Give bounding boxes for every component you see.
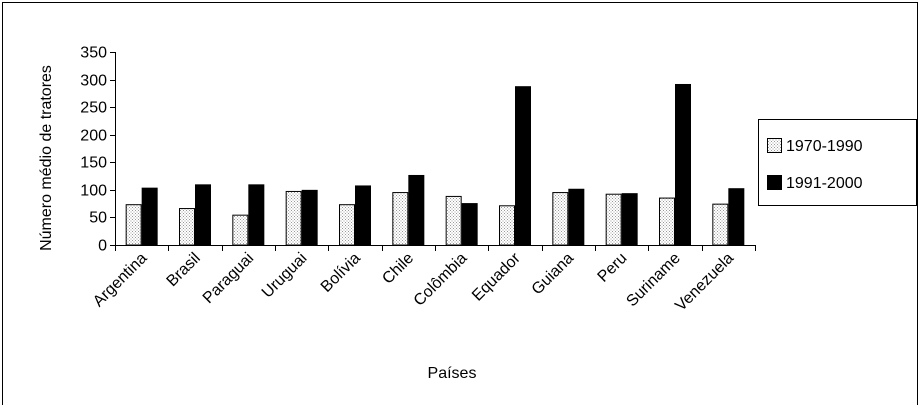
- bar-chile-1970-1990: [392, 192, 409, 246]
- y-tick-label-350: 350: [80, 45, 107, 62]
- x-tick-label-argentina: Argentina: [90, 250, 151, 311]
- y-tick-label-250: 250: [80, 100, 107, 117]
- legend-swatch-1970-1990: [767, 138, 782, 153]
- bar-colombia-1991-2000: [461, 203, 478, 246]
- y-axis-title: Número médio de tratores: [38, 65, 55, 251]
- bar-colombia-1970-1990: [445, 195, 462, 246]
- x-tick-label-bolivia: Bolívia: [318, 250, 364, 296]
- y-tick-label-200: 200: [80, 128, 107, 145]
- bar-peru-1991-2000: [621, 193, 638, 246]
- x-tick-label-equador: Equador: [469, 249, 524, 304]
- legend-label-1991-2000: 1991-2000: [786, 175, 863, 192]
- bar-equador-1991-2000: [515, 86, 531, 246]
- y-tick-label-100: 100: [80, 183, 107, 200]
- y-tick-label-50: 50: [89, 210, 107, 227]
- bar-argentina-1970-1990: [125, 204, 142, 246]
- legend-box: [758, 119, 917, 206]
- x-tick-label-brasil: Brasil: [164, 250, 204, 290]
- bar-argentina-1991-2000: [141, 187, 158, 246]
- x-tick-label-guiana: Guiana: [529, 250, 578, 299]
- bar-suriname-1970-1990: [659, 197, 675, 246]
- legend: 1970-1990 1991-2000: [758, 119, 917, 206]
- x-tick-label-colombia: Colômbia: [411, 250, 471, 310]
- bar-peru-1970-1990: [605, 193, 622, 246]
- bar-bolivia-1970-1990: [339, 204, 355, 246]
- x-tick-label-uruguai: Uruguai: [259, 250, 311, 302]
- y-tick-label-0: 0: [98, 238, 107, 255]
- bar-chile-1991-2000: [408, 174, 425, 246]
- bar-equador-1970-1990: [499, 205, 515, 246]
- bar-paraguai-1970-1990: [232, 214, 249, 246]
- bars-layer: [125, 83, 745, 246]
- y-tick-label-150: 150: [80, 155, 107, 172]
- bar-paraguai-1991-2000: [248, 184, 265, 246]
- bar-guiana-1991-2000: [568, 188, 585, 246]
- bar-guiana-1970-1990: [552, 192, 569, 246]
- bar-brasil-1991-2000: [195, 184, 211, 246]
- x-tick-label-paraguai: Paraguai: [200, 250, 257, 307]
- y-tick-label-300: 300: [80, 73, 107, 90]
- bar-venezuela-1970-1990: [712, 203, 729, 246]
- bar-uruguai-1991-2000: [301, 189, 318, 246]
- bar-venezuela-1991-2000: [728, 188, 745, 246]
- bar-bolivia-1991-2000: [355, 185, 371, 246]
- x-tick-label-venezuela: Venezuela: [672, 250, 737, 315]
- legend-label-1970-1990: 1970-1990: [786, 138, 863, 155]
- x-tick-label-peru: Peru: [595, 250, 631, 286]
- bar-suriname-1991-2000: [675, 83, 691, 246]
- y-ticks-layer: 0 50 100 150 200 250 300 350: [80, 45, 115, 255]
- x-axis-title: Países: [428, 365, 477, 382]
- legend-swatch-1991-2000: [767, 175, 782, 190]
- bar-uruguai-1970-1990: [285, 190, 302, 246]
- x-tick-label-chile: Chile: [379, 250, 417, 288]
- bar-brasil-1970-1990: [179, 208, 195, 246]
